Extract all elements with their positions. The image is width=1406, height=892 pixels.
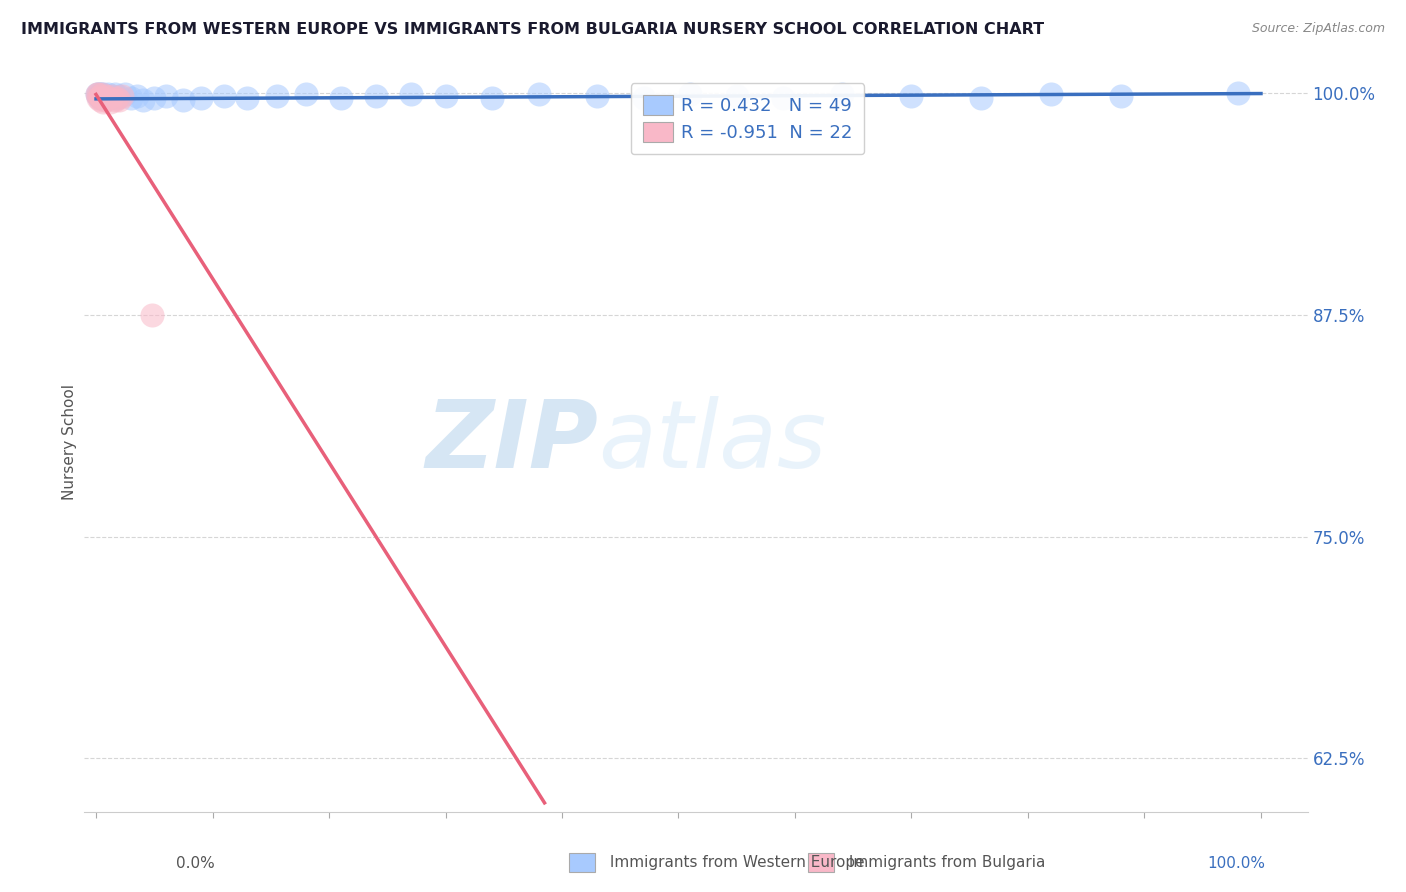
Point [97,87,120,102]
Point [143,91,166,105]
Point [294,87,316,102]
Point [98,91,121,105]
Point [91,87,114,102]
Text: ZIP: ZIP [425,395,598,488]
Point [104,87,127,102]
Point [329,91,352,105]
Point [172,93,194,107]
Point [120,91,142,105]
Point [725,89,748,103]
Point [93,89,115,103]
Text: 100.0%: 100.0% [1208,856,1265,871]
Point [105,91,128,105]
Point [94,93,117,107]
Point [98,95,121,109]
Point [105,91,128,105]
Point [96,89,118,103]
Point [90,89,112,103]
Point [101,89,124,103]
Point [900,89,922,103]
Point [90,91,112,105]
Point [108,89,131,103]
Point [633,91,655,105]
Point [574,831,596,846]
Point [131,93,153,107]
Point [89,91,111,105]
Point [104,93,127,107]
Point [90,89,112,103]
Point [97,91,120,105]
Point [527,87,550,102]
Text: IMMIGRANTS FROM WESTERN EUROPE VS IMMIGRANTS FROM BULGARIA NURSERY SCHOOL CORREL: IMMIGRANTS FROM WESTERN EUROPE VS IMMIGR… [21,22,1045,37]
Text: 0.0%: 0.0% [176,856,215,871]
Point [96,89,118,103]
Text: Immigrants from Western Europe: Immigrants from Western Europe [605,855,865,870]
Point [190,91,212,105]
Y-axis label: Nursery School: Nursery School [62,384,77,500]
Point [93,91,115,105]
Point [399,87,422,102]
Point [212,89,235,103]
Point [86,87,108,102]
Point [90,91,112,105]
Point [155,89,177,103]
Point [266,89,288,103]
Point [86,87,108,102]
Point [772,91,794,105]
Point [434,89,457,103]
Point [1040,87,1063,102]
Point [236,91,259,105]
Point [679,87,702,102]
Point [90,87,112,102]
Point [481,91,503,105]
Point [586,89,609,103]
Point [1226,86,1249,100]
Point [111,89,134,103]
FancyBboxPatch shape [808,853,834,872]
Point [141,308,163,322]
Legend: R = 0.432   N = 49, R = -0.951  N = 22: R = 0.432 N = 49, R = -0.951 N = 22 [631,83,863,154]
Point [87,87,110,102]
Point [970,91,993,105]
Point [108,93,131,107]
Point [89,89,111,103]
Point [94,91,117,105]
Point [1109,89,1132,103]
Point [125,89,148,103]
Point [114,87,136,102]
Text: atlas: atlas [598,396,827,487]
Point [831,87,853,102]
Point [90,87,112,102]
Point [87,91,110,105]
Point [101,89,124,103]
Point [97,89,120,103]
Text: Immigrants from Bulgaria: Immigrants from Bulgaria [844,855,1045,870]
FancyBboxPatch shape [569,853,595,872]
Point [91,95,114,109]
Point [364,89,387,103]
Point [87,87,110,102]
Point [87,89,110,103]
Point [89,93,111,107]
Text: Source: ZipAtlas.com: Source: ZipAtlas.com [1251,22,1385,36]
Point [89,87,111,102]
